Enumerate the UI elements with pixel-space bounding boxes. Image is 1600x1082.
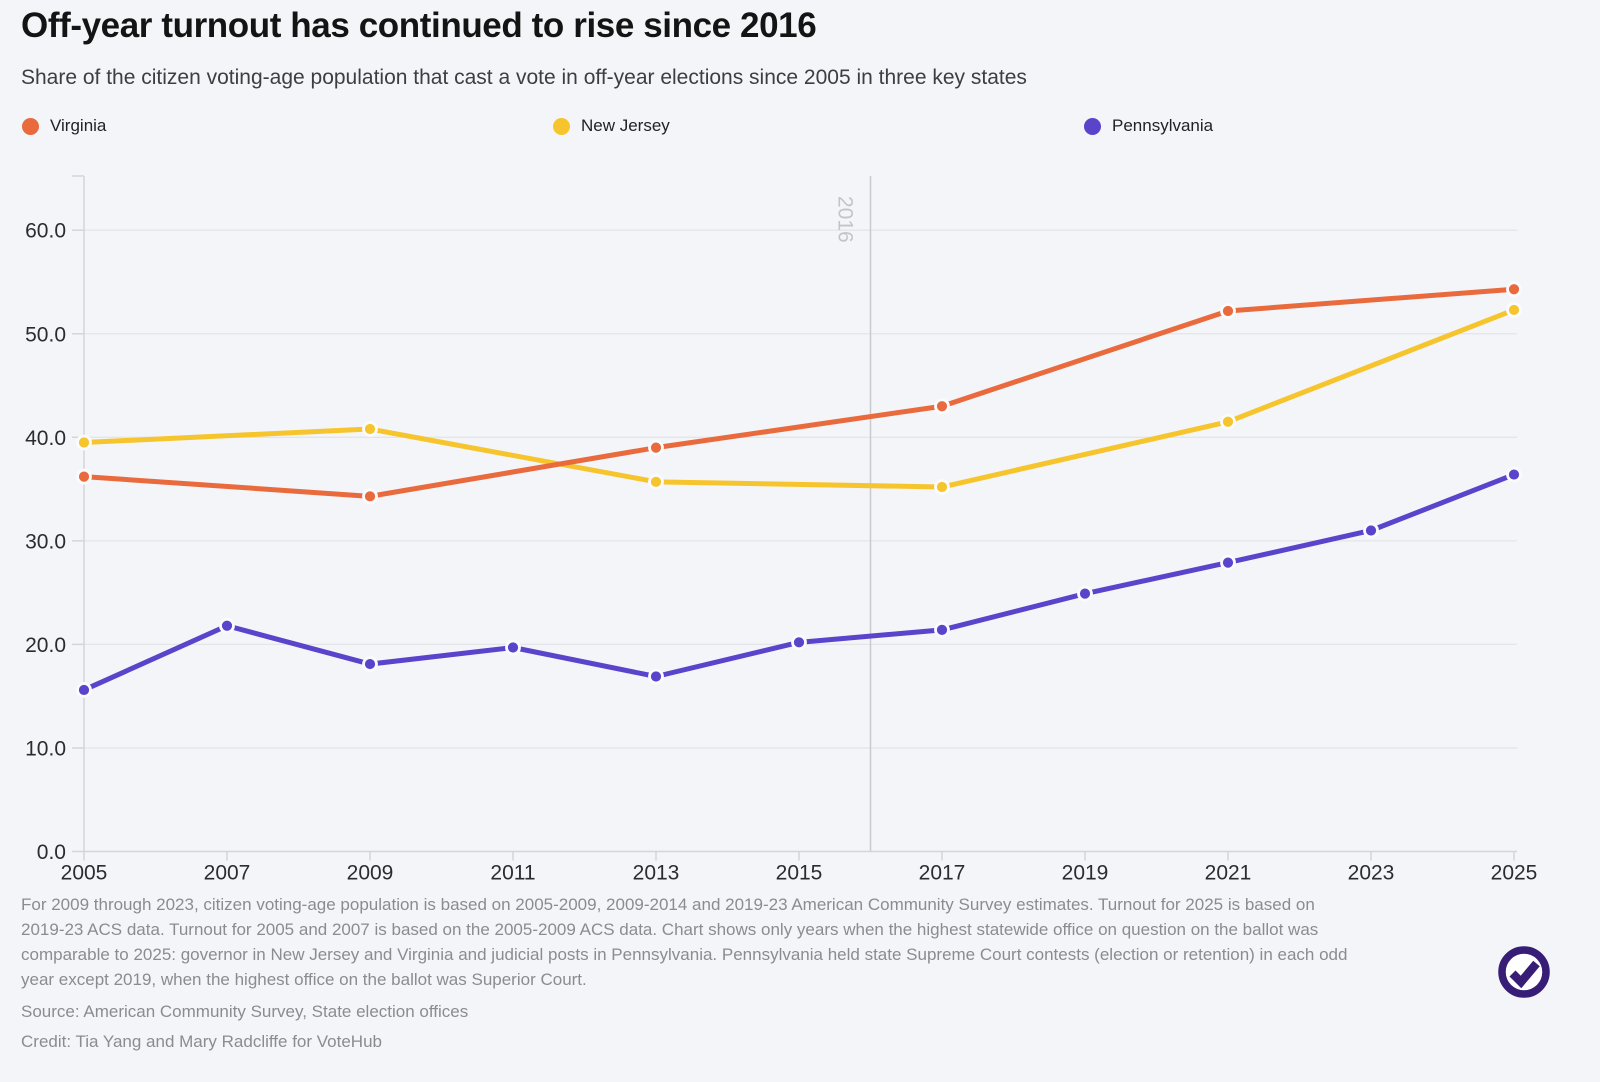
- data-point: [76, 468, 92, 485]
- annotation-2016-label: 2016: [834, 196, 857, 243]
- y-tick-label: 50.0: [25, 323, 66, 346]
- x-tick-label: 2011: [490, 862, 535, 885]
- data-point: [648, 473, 664, 490]
- credit-text: Credit: Tia Yang and Mary Radcliffe for …: [21, 1032, 382, 1051]
- gridlines: [84, 229, 1517, 749]
- data-point: [648, 668, 664, 685]
- legend-item-virginia: Virginia: [22, 114, 106, 138]
- votehub-check-logo: [1498, 946, 1550, 998]
- legend-item-new-jersey: New Jersey: [553, 114, 670, 138]
- data-point: [934, 398, 950, 415]
- annotation-2016: 2016: [834, 176, 872, 852]
- x-tick-label: 2025: [1491, 862, 1538, 885]
- legend-dot: [22, 117, 39, 135]
- footnote-line: 2019-23 ACS data. Turnout for 2005 and 2…: [21, 920, 1319, 939]
- logo-checkmark-icon: [1509, 960, 1540, 989]
- data-point: [362, 421, 378, 437]
- legend-dot: [1084, 117, 1101, 135]
- data-point: [1506, 281, 1522, 298]
- data-point: [505, 639, 521, 656]
- x-tick-label: 2007: [204, 862, 251, 885]
- data-point: [934, 622, 950, 638]
- x-axis-ticks: 2005 2007 2009 2011 2013 2015 2017 2019 2021 2023…: [61, 851, 1538, 885]
- data-point: [934, 479, 950, 495]
- data-point: [219, 617, 235, 634]
- series-line: [81, 286, 1517, 499]
- footnote-line: year except 2019, when the highest offic…: [21, 970, 587, 989]
- series-line: [81, 472, 1517, 693]
- footnote-line: For 2009 through 2023, citizen voting-ag…: [21, 895, 1315, 914]
- legend-label: New Jersey: [581, 116, 670, 135]
- data-point: [791, 634, 807, 651]
- axes: [72, 175, 1517, 853]
- y-tick-label: 10.0: [25, 737, 66, 760]
- series-line: [81, 307, 1517, 490]
- data-point: [362, 488, 378, 505]
- source-text: Source: American Community Survey, State…: [21, 1002, 469, 1021]
- legend-dot: [553, 117, 570, 135]
- data-point: [648, 439, 664, 456]
- data-point: [1506, 302, 1522, 318]
- y-tick-label: 40.0: [25, 427, 66, 450]
- y-tick-label: 20.0: [25, 634, 66, 657]
- x-tick-label: 2021: [1205, 862, 1252, 885]
- footnote-line: comparable to 2025: governor in New Jers…: [21, 945, 1348, 964]
- x-tick-label: 2009: [347, 862, 394, 885]
- series-new-jersey: [76, 302, 1522, 495]
- page-title: Off-year turnout has continued to rise s…: [21, 6, 817, 45]
- series-virginia: [76, 281, 1522, 505]
- legend-label: Virginia: [50, 116, 107, 135]
- y-tick-label: 30.0: [25, 530, 66, 553]
- data-point: [1220, 413, 1236, 430]
- y-tick-label: 60.0: [25, 220, 66, 243]
- chart-legend: Virginia New Jersey Pennsylvania: [0, 114, 1600, 138]
- x-tick-label: 2019: [1062, 862, 1109, 885]
- data-point: [1220, 554, 1236, 571]
- y-tick-label: 0.0: [37, 841, 66, 864]
- chart-subtitle: Share of the citizen voting-age populati…: [21, 66, 1027, 89]
- x-tick-label: 2005: [61, 862, 108, 885]
- legend-item-pennsylvania: Pennsylvania: [1084, 114, 1213, 138]
- data-point: [1077, 585, 1093, 602]
- y-axis-ticks: 0.0 10.0 20.0 30.0 40.0 50.0 60.0: [25, 220, 84, 864]
- data-point: [1506, 466, 1522, 483]
- data-point: [76, 682, 92, 698]
- data-point: [76, 434, 92, 451]
- data-point: [1363, 522, 1379, 539]
- chart-footnote: For 2009 through 2023, citizen voting-ag…: [21, 892, 1347, 992]
- data-point: [362, 656, 378, 672]
- x-tick-label: 2015: [776, 862, 823, 885]
- data-point: [1220, 303, 1236, 319]
- series-pennsylvania: [76, 466, 1522, 698]
- x-tick-label: 2013: [633, 862, 680, 885]
- x-tick-label: 2023: [1348, 862, 1395, 885]
- legend-label: Pennsylvania: [1112, 116, 1214, 135]
- x-tick-label: 2017: [919, 862, 966, 885]
